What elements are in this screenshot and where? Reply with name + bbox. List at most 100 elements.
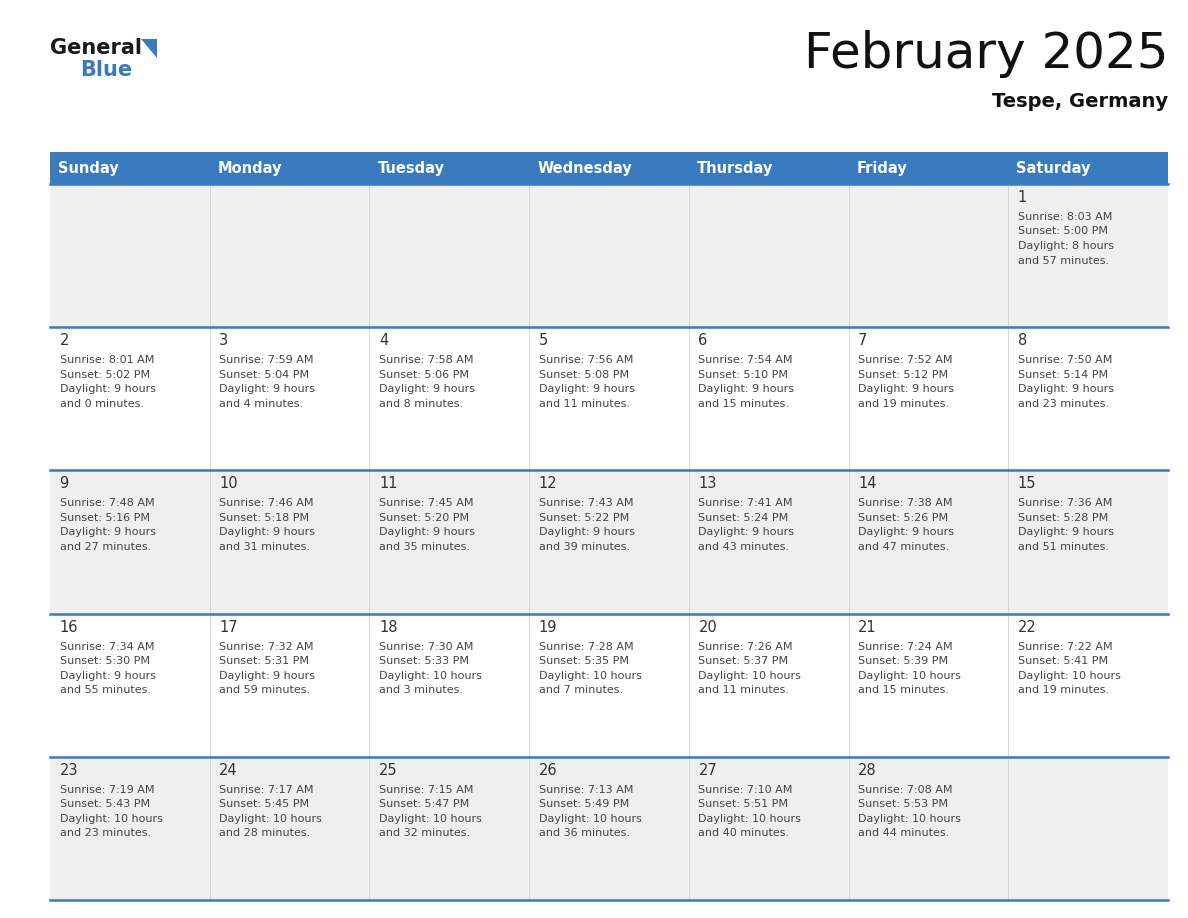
Text: and 28 minutes.: and 28 minutes. bbox=[220, 828, 310, 838]
Text: and 19 minutes.: and 19 minutes. bbox=[858, 398, 949, 409]
Bar bbox=[50, 756, 1168, 900]
Text: Daylight: 9 hours: Daylight: 9 hours bbox=[858, 528, 954, 537]
Text: Thursday: Thursday bbox=[697, 161, 773, 175]
Text: Sunset: 5:04 PM: Sunset: 5:04 PM bbox=[220, 370, 309, 380]
Text: Daylight: 10 hours: Daylight: 10 hours bbox=[379, 671, 482, 680]
Text: 17: 17 bbox=[220, 620, 238, 634]
Text: Sunrise: 7:15 AM: Sunrise: 7:15 AM bbox=[379, 785, 473, 795]
Text: Sunset: 5:39 PM: Sunset: 5:39 PM bbox=[858, 656, 948, 666]
Text: Friday: Friday bbox=[857, 161, 908, 175]
Text: and 40 minutes.: and 40 minutes. bbox=[699, 828, 790, 838]
Text: February 2025: February 2025 bbox=[803, 30, 1168, 78]
Text: Sunset: 5:24 PM: Sunset: 5:24 PM bbox=[699, 513, 789, 523]
Text: 19: 19 bbox=[538, 620, 557, 634]
Text: Sunset: 5:43 PM: Sunset: 5:43 PM bbox=[59, 800, 150, 810]
Text: Daylight: 10 hours: Daylight: 10 hours bbox=[1018, 671, 1120, 680]
Text: 8: 8 bbox=[1018, 333, 1028, 348]
Bar bbox=[50, 470, 1168, 613]
Text: 24: 24 bbox=[220, 763, 238, 778]
Text: Sunset: 5:51 PM: Sunset: 5:51 PM bbox=[699, 800, 789, 810]
Text: Daylight: 10 hours: Daylight: 10 hours bbox=[699, 813, 802, 823]
Text: and 27 minutes.: and 27 minutes. bbox=[59, 542, 151, 552]
Text: Sunset: 5:18 PM: Sunset: 5:18 PM bbox=[220, 513, 309, 523]
Text: and 11 minutes.: and 11 minutes. bbox=[538, 398, 630, 409]
Text: 27: 27 bbox=[699, 763, 718, 778]
Text: and 39 minutes.: and 39 minutes. bbox=[538, 542, 630, 552]
Text: and 44 minutes.: and 44 minutes. bbox=[858, 828, 949, 838]
Text: Sunrise: 7:34 AM: Sunrise: 7:34 AM bbox=[59, 642, 154, 652]
Text: 28: 28 bbox=[858, 763, 877, 778]
Text: 7: 7 bbox=[858, 333, 867, 348]
Text: Sunrise: 7:26 AM: Sunrise: 7:26 AM bbox=[699, 642, 792, 652]
Text: Daylight: 9 hours: Daylight: 9 hours bbox=[538, 385, 634, 394]
Text: Daylight: 9 hours: Daylight: 9 hours bbox=[1018, 528, 1114, 537]
Text: Daylight: 8 hours: Daylight: 8 hours bbox=[1018, 241, 1114, 251]
Text: and 47 minutes.: and 47 minutes. bbox=[858, 542, 949, 552]
Text: and 43 minutes.: and 43 minutes. bbox=[699, 542, 790, 552]
Text: and 31 minutes.: and 31 minutes. bbox=[220, 542, 310, 552]
Text: 21: 21 bbox=[858, 620, 877, 634]
Text: Sunrise: 7:32 AM: Sunrise: 7:32 AM bbox=[220, 642, 314, 652]
Text: Sunrise: 7:08 AM: Sunrise: 7:08 AM bbox=[858, 785, 953, 795]
Text: Daylight: 9 hours: Daylight: 9 hours bbox=[538, 528, 634, 537]
Bar bbox=[50, 327, 1168, 470]
Text: 16: 16 bbox=[59, 620, 78, 634]
Text: 26: 26 bbox=[538, 763, 557, 778]
Text: Sunrise: 7:48 AM: Sunrise: 7:48 AM bbox=[59, 498, 154, 509]
Text: and 23 minutes.: and 23 minutes. bbox=[1018, 398, 1108, 409]
Text: and 19 minutes.: and 19 minutes. bbox=[1018, 685, 1108, 695]
Text: Daylight: 10 hours: Daylight: 10 hours bbox=[858, 813, 961, 823]
Text: Daylight: 9 hours: Daylight: 9 hours bbox=[220, 385, 315, 394]
Text: and 32 minutes.: and 32 minutes. bbox=[379, 828, 470, 838]
Text: Sunset: 5:02 PM: Sunset: 5:02 PM bbox=[59, 370, 150, 380]
Bar bbox=[50, 184, 1168, 327]
Text: Sunrise: 7:22 AM: Sunrise: 7:22 AM bbox=[1018, 642, 1112, 652]
Text: 15: 15 bbox=[1018, 476, 1036, 491]
Text: Sunday: Sunday bbox=[58, 161, 119, 175]
Text: Sunrise: 7:56 AM: Sunrise: 7:56 AM bbox=[538, 355, 633, 365]
Text: Daylight: 9 hours: Daylight: 9 hours bbox=[379, 385, 475, 394]
Text: Sunrise: 7:10 AM: Sunrise: 7:10 AM bbox=[699, 785, 792, 795]
Text: Sunset: 5:35 PM: Sunset: 5:35 PM bbox=[538, 656, 628, 666]
Text: Daylight: 10 hours: Daylight: 10 hours bbox=[538, 813, 642, 823]
Text: Daylight: 10 hours: Daylight: 10 hours bbox=[858, 671, 961, 680]
Bar bbox=[50, 613, 1168, 756]
Text: Sunset: 5:14 PM: Sunset: 5:14 PM bbox=[1018, 370, 1108, 380]
Polygon shape bbox=[141, 39, 157, 58]
Text: Daylight: 9 hours: Daylight: 9 hours bbox=[379, 528, 475, 537]
Text: General: General bbox=[50, 38, 143, 58]
Text: Tespe, Germany: Tespe, Germany bbox=[992, 92, 1168, 111]
Text: Daylight: 9 hours: Daylight: 9 hours bbox=[59, 385, 156, 394]
Text: Sunset: 5:45 PM: Sunset: 5:45 PM bbox=[220, 800, 309, 810]
Text: Sunset: 5:06 PM: Sunset: 5:06 PM bbox=[379, 370, 469, 380]
Text: and 3 minutes.: and 3 minutes. bbox=[379, 685, 463, 695]
Text: Sunrise: 7:43 AM: Sunrise: 7:43 AM bbox=[538, 498, 633, 509]
Text: 20: 20 bbox=[699, 620, 718, 634]
Text: Daylight: 10 hours: Daylight: 10 hours bbox=[538, 671, 642, 680]
Text: Sunset: 5:20 PM: Sunset: 5:20 PM bbox=[379, 513, 469, 523]
Text: Sunrise: 7:50 AM: Sunrise: 7:50 AM bbox=[1018, 355, 1112, 365]
Text: and 23 minutes.: and 23 minutes. bbox=[59, 828, 151, 838]
Text: Sunrise: 7:45 AM: Sunrise: 7:45 AM bbox=[379, 498, 474, 509]
Text: Daylight: 9 hours: Daylight: 9 hours bbox=[59, 671, 156, 680]
Text: Daylight: 9 hours: Daylight: 9 hours bbox=[699, 385, 795, 394]
Text: Sunset: 5:26 PM: Sunset: 5:26 PM bbox=[858, 513, 948, 523]
Text: Blue: Blue bbox=[80, 60, 132, 80]
Text: Sunrise: 7:13 AM: Sunrise: 7:13 AM bbox=[538, 785, 633, 795]
Text: and 11 minutes.: and 11 minutes. bbox=[699, 685, 790, 695]
Text: 3: 3 bbox=[220, 333, 228, 348]
Text: Sunset: 5:28 PM: Sunset: 5:28 PM bbox=[1018, 513, 1108, 523]
Text: Sunrise: 8:01 AM: Sunrise: 8:01 AM bbox=[59, 355, 154, 365]
Text: and 59 minutes.: and 59 minutes. bbox=[220, 685, 310, 695]
Text: Sunrise: 7:54 AM: Sunrise: 7:54 AM bbox=[699, 355, 792, 365]
Text: 6: 6 bbox=[699, 333, 708, 348]
Text: Daylight: 9 hours: Daylight: 9 hours bbox=[220, 528, 315, 537]
Text: 13: 13 bbox=[699, 476, 716, 491]
Text: Sunset: 5:47 PM: Sunset: 5:47 PM bbox=[379, 800, 469, 810]
Text: Sunset: 5:12 PM: Sunset: 5:12 PM bbox=[858, 370, 948, 380]
Text: Sunrise: 7:30 AM: Sunrise: 7:30 AM bbox=[379, 642, 473, 652]
Text: 11: 11 bbox=[379, 476, 398, 491]
Text: Daylight: 9 hours: Daylight: 9 hours bbox=[699, 528, 795, 537]
Text: Sunset: 5:22 PM: Sunset: 5:22 PM bbox=[538, 513, 628, 523]
Text: and 51 minutes.: and 51 minutes. bbox=[1018, 542, 1108, 552]
